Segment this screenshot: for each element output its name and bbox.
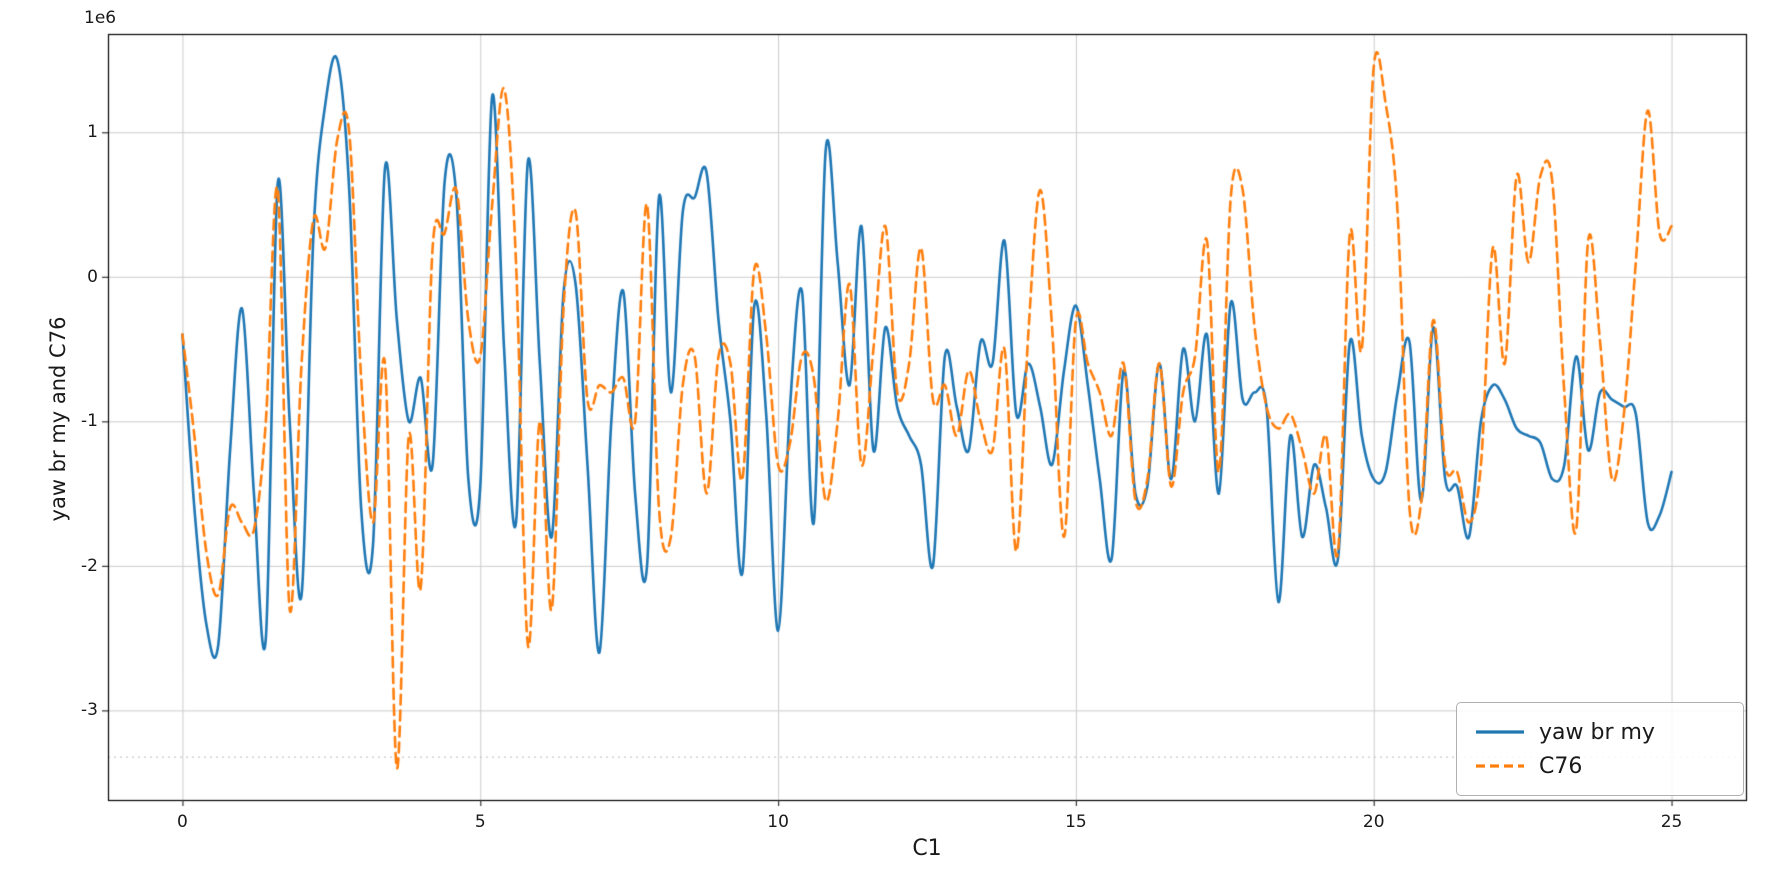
x-tick-label: 15 — [1065, 812, 1087, 832]
legend-dashed-line-icon — [1476, 764, 1524, 768]
legend-label-c76: C76 — [1539, 753, 1583, 779]
x-tick-label: 20 — [1362, 812, 1385, 832]
legend-label-yaw-br-my: yaw br my — [1539, 719, 1655, 745]
legend-entry-yaw-br-my: yaw br my — [1475, 715, 1725, 749]
legend-solid-line-icon — [1476, 730, 1524, 734]
x-tick-label: 5 — [474, 812, 486, 832]
y-tick-label: -3 — [81, 700, 98, 721]
x-axis-label: C1 — [912, 836, 942, 861]
legend: yaw br my C76 — [1456, 702, 1744, 796]
legend-entry-c76: C76 — [1475, 749, 1725, 783]
x-tick-label: 10 — [767, 812, 789, 832]
y-axis-offset-label: 1e6 — [84, 8, 117, 28]
y-tick-label: 0 — [87, 266, 98, 287]
x-tick-label: 25 — [1660, 812, 1683, 832]
y-tick-label: -1 — [81, 411, 98, 432]
y-tick-label: -2 — [81, 555, 98, 576]
x-tick-label: 0 — [177, 812, 188, 832]
y-tick-label: 1 — [87, 122, 98, 143]
